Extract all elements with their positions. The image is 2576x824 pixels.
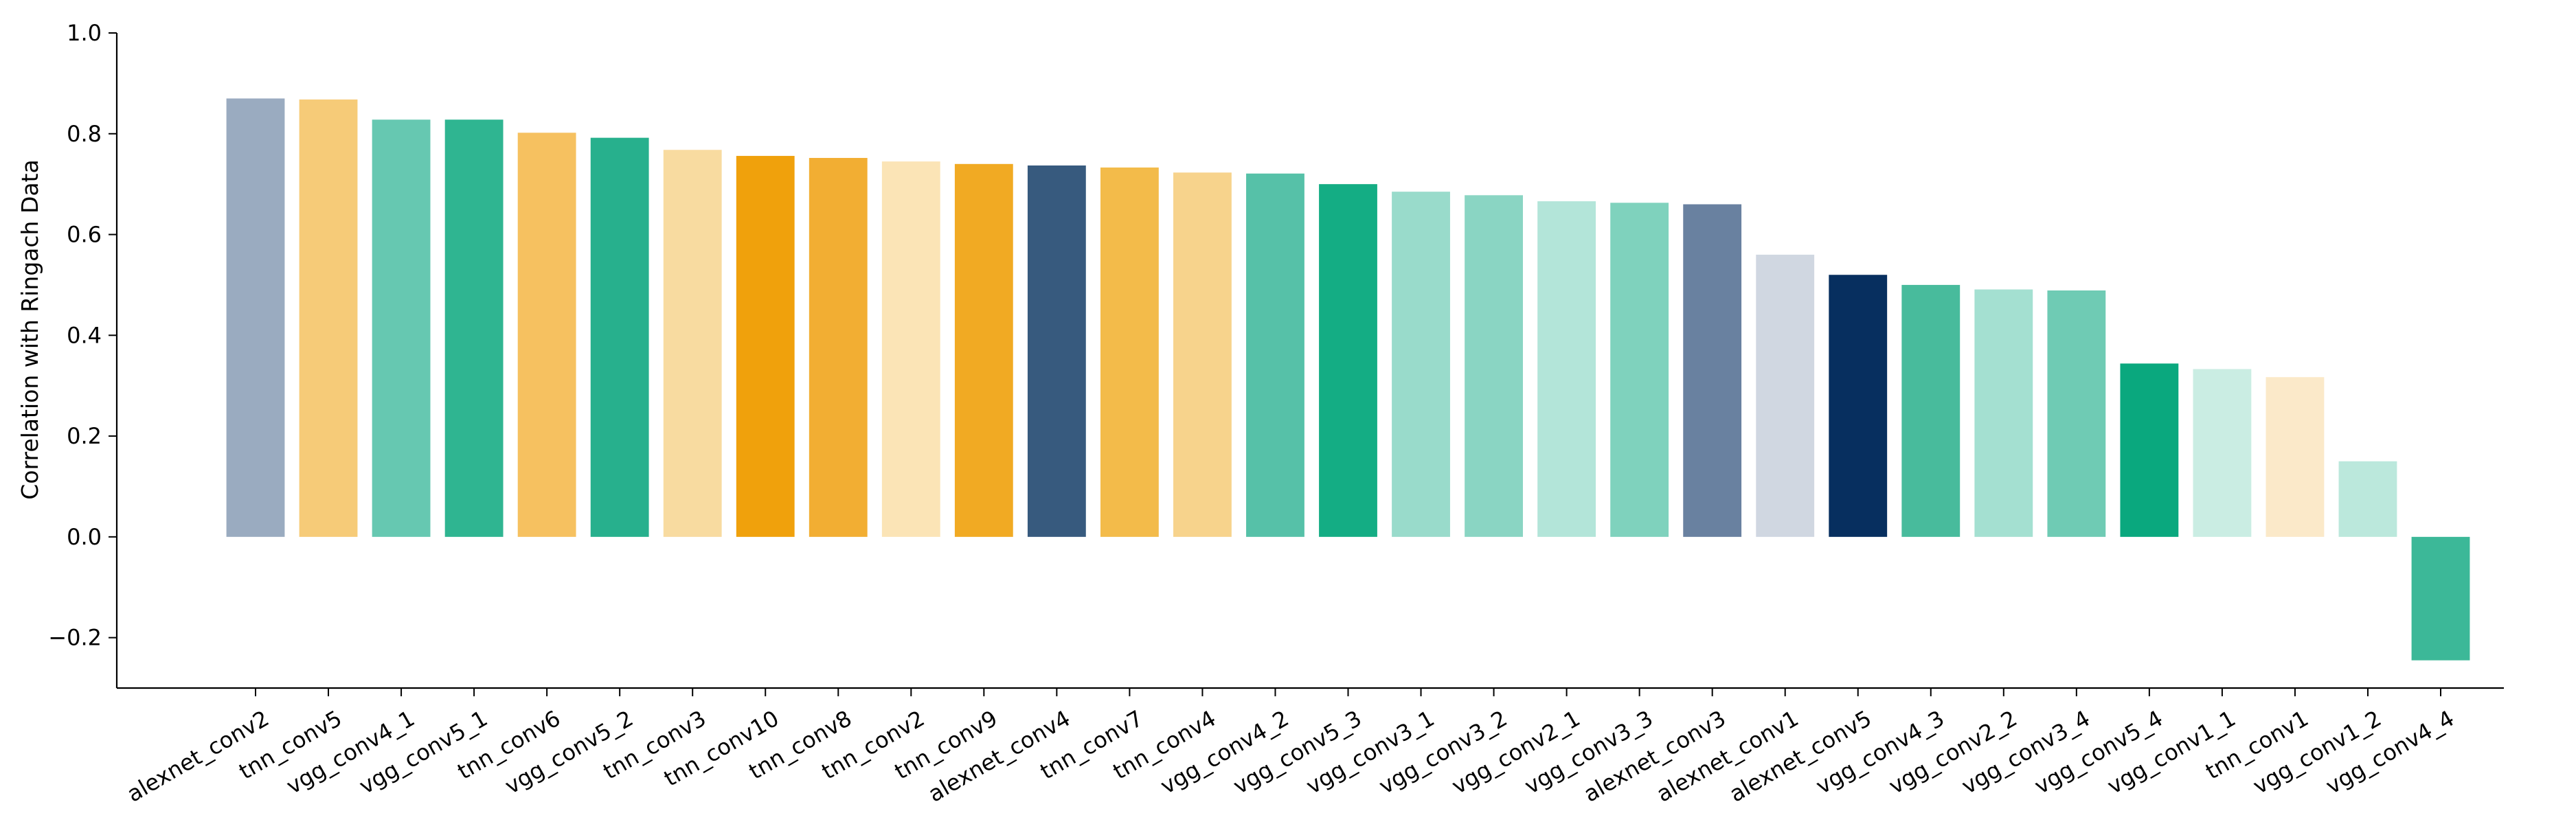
bar-vgg_conv4_3	[1901, 284, 1961, 537]
y-tick-label: 0.0	[67, 524, 102, 550]
bar-vgg_conv2_1	[1537, 201, 1596, 537]
bar-vgg_conv1_2	[2338, 461, 2397, 537]
y-tick-label: 0.8	[67, 121, 102, 147]
bar-alexnet_conv1	[1756, 254, 1815, 537]
y-tick-label: −0.2	[48, 625, 102, 651]
bar-vgg_conv4_4	[2411, 536, 2470, 661]
bar-vgg_conv4_1	[372, 119, 431, 537]
bar-vgg_conv4_2	[1246, 173, 1304, 537]
bar-tnn_conv7	[1100, 167, 1159, 537]
bar-alexnet_conv4	[1027, 165, 1086, 537]
bar-tnn_conv6	[517, 133, 576, 537]
bar-vgg_conv3_1	[1392, 192, 1450, 537]
x-axis-ticks: alexnet_conv2tnn_conv5vgg_conv4_1vgg_con…	[122, 688, 2459, 808]
y-tick-label: 1.0	[67, 20, 102, 46]
bars	[226, 98, 2470, 661]
bar-vgg_conv3_4	[2047, 290, 2106, 537]
y-tick-label: 0.4	[67, 322, 102, 348]
bar-vgg_conv5_4	[2120, 363, 2179, 537]
bar-tnn_conv10	[736, 156, 795, 537]
bar-vgg_conv3_3	[1610, 203, 1669, 537]
y-tick-label: 0.6	[67, 222, 102, 248]
bar-tnn_conv1	[2266, 377, 2325, 537]
bar-alexnet_conv2	[226, 98, 285, 537]
bar-vgg_conv5_3	[1319, 184, 1377, 537]
bar-vgg_conv5_2	[590, 137, 649, 537]
y-tick-label: 0.2	[67, 423, 102, 449]
bar-vgg_conv5_1	[444, 119, 504, 537]
bar-tnn_conv9	[954, 163, 1013, 537]
bar-tnn_conv3	[663, 150, 722, 537]
y-axis-label: Correlation with Ringach Data	[16, 159, 43, 499]
bar-tnn_conv4	[1173, 172, 1232, 537]
y-axis-ticks: −0.2 0.0 0.2 0.4 0.6 0.8 1.0	[48, 20, 117, 651]
bar-vgg_conv2_2	[1974, 289, 2033, 537]
bar-vgg_conv1_1	[2193, 369, 2252, 537]
bar-tnn_conv2	[881, 161, 940, 537]
bar-tnn_conv5	[299, 99, 358, 537]
bar-alexnet_conv3	[1683, 204, 1742, 537]
bar-alexnet_conv5	[1829, 275, 1888, 537]
bar-tnn_conv8	[809, 157, 868, 537]
bar-vgg_conv3_2	[1465, 195, 1523, 537]
